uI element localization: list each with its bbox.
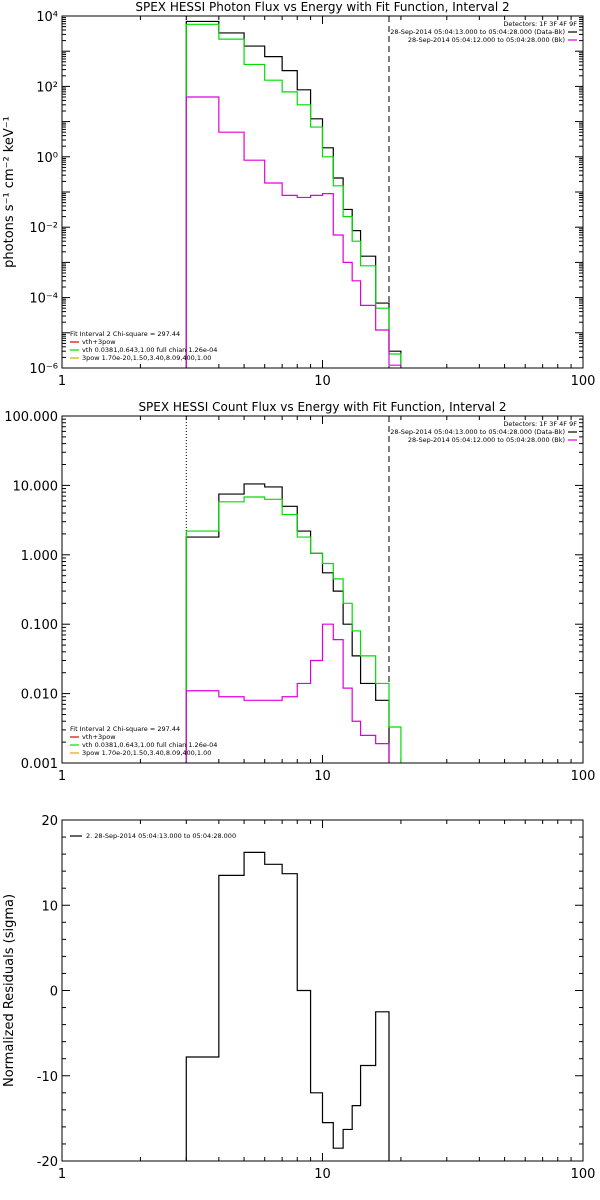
y-tick-label: 10² xyxy=(36,80,58,95)
x-tick-label: 1 xyxy=(58,374,66,389)
series-line-0 xyxy=(185,20,402,368)
chart-title: SPEX HESSI Count Flux vs Energy with Fit… xyxy=(138,400,506,414)
series-line-1 xyxy=(185,23,402,368)
x-tick-label: 10 xyxy=(314,1167,331,1182)
chart-panel-2: 1 10 100 -20 -10 0 10 20 Normalized Residuals (s… xyxy=(2,814,595,1182)
y-tick-label: 0.001 xyxy=(21,757,58,772)
plot-frame xyxy=(61,415,584,764)
legend-entry-label: 3pow 1.70e-20,1.50,3.40,8.09,400,1.00 xyxy=(82,749,211,757)
legend-header: Fit Interval 2 Chi-square = 297.44 xyxy=(70,725,180,733)
legend-header: Detectors: 1F 3F 4F 9F xyxy=(503,20,577,28)
x-tick-label: 100 xyxy=(571,374,596,389)
y-tick-label: -10 xyxy=(37,1070,58,1085)
legend-entry-label: vth+3pow xyxy=(82,733,116,741)
x-tick-label: 1 xyxy=(58,1167,66,1182)
legend-entry-label: 28-Sep-2014 05:04:12.000 to 05:04:28.000… xyxy=(408,436,565,444)
legend-entry-label: 3pow 1.70e-20,1.50,3.40,8.09,400,1.00 xyxy=(82,354,211,362)
legend-entry-label: vth+3pow xyxy=(82,338,116,346)
y-axis-label: Normalized Residuals (sigma) xyxy=(2,894,17,1087)
y-tick-label: 10⁴ xyxy=(36,10,58,25)
y-tick-label: 0 xyxy=(50,985,58,1000)
y-tick-label: -20 xyxy=(37,1155,58,1170)
y-tick-label: 10 xyxy=(41,899,58,914)
series-line-2 xyxy=(185,623,390,763)
y-tick-label: 10⁻⁴ xyxy=(29,292,58,307)
legend-header: Detectors: 1F 3F 4F 9F xyxy=(503,420,577,428)
y-axis-label: photons s⁻¹ cm⁻² keV⁻¹ xyxy=(2,116,17,268)
series-line-0 xyxy=(185,851,390,1161)
chart-panel-1: SPEX HESSI Count Flux vs Energy with Fit… xyxy=(4,400,596,784)
y-tick-label: 10⁻⁶ xyxy=(29,362,58,377)
series-line-2 xyxy=(185,96,402,368)
plot-frame xyxy=(61,819,584,1162)
y-tick-label: 0.010 xyxy=(21,688,58,703)
x-tick-label: 100 xyxy=(571,769,596,784)
y-tick-label: 10.000 xyxy=(13,479,59,494)
x-tick-label: 10 xyxy=(314,374,331,389)
y-tick-label: 0.100 xyxy=(21,618,58,633)
y-tick-label: 1.000 xyxy=(21,549,58,564)
series-line-0 xyxy=(185,483,390,763)
legend-entry-label: 28-Sep-2014 05:04:12.000 to 05:04:28.000… xyxy=(408,36,565,44)
y-tick-label: 100.000 xyxy=(4,410,58,425)
legend-header: Fit Interval 2 Chi-square = 297.44 xyxy=(70,330,180,338)
chart-panel-0: SPEX HESSI Photon Flux vs Energy with Fi… xyxy=(2,0,595,389)
legend-entry-label: 2. 28-Sep-2014 05:04:13.000 to 05:04:28.… xyxy=(86,832,236,840)
series-line-1 xyxy=(185,496,402,763)
legend-entry-label: vth 0.0381,0.643,1.00 full chian 1.26e-0… xyxy=(82,346,217,354)
series-group xyxy=(185,20,402,368)
plot-frame xyxy=(61,15,584,369)
y-tick-label: 20 xyxy=(41,814,58,829)
chart-title: SPEX HESSI Photon Flux vs Energy with Fi… xyxy=(135,0,509,14)
legend-entry-label: vth 0.0381,0.643,1.00 full chian 1.26e-0… xyxy=(82,741,217,749)
legend-entry-label: 28-Sep-2014 05:04:13.000 to 05:04:28.000… xyxy=(390,428,565,436)
x-tick-label: 100 xyxy=(571,1167,596,1182)
y-tick-label: 10⁰ xyxy=(36,151,58,166)
y-tick-label: 10⁻² xyxy=(29,221,58,236)
series-group xyxy=(185,851,390,1161)
x-tick-label: 10 xyxy=(314,769,331,784)
legend-entry-label: 28-Sep-2014 05:04:13.000 to 05:04:28.000… xyxy=(390,28,565,36)
series-group xyxy=(185,483,402,763)
x-tick-label: 1 xyxy=(58,769,66,784)
